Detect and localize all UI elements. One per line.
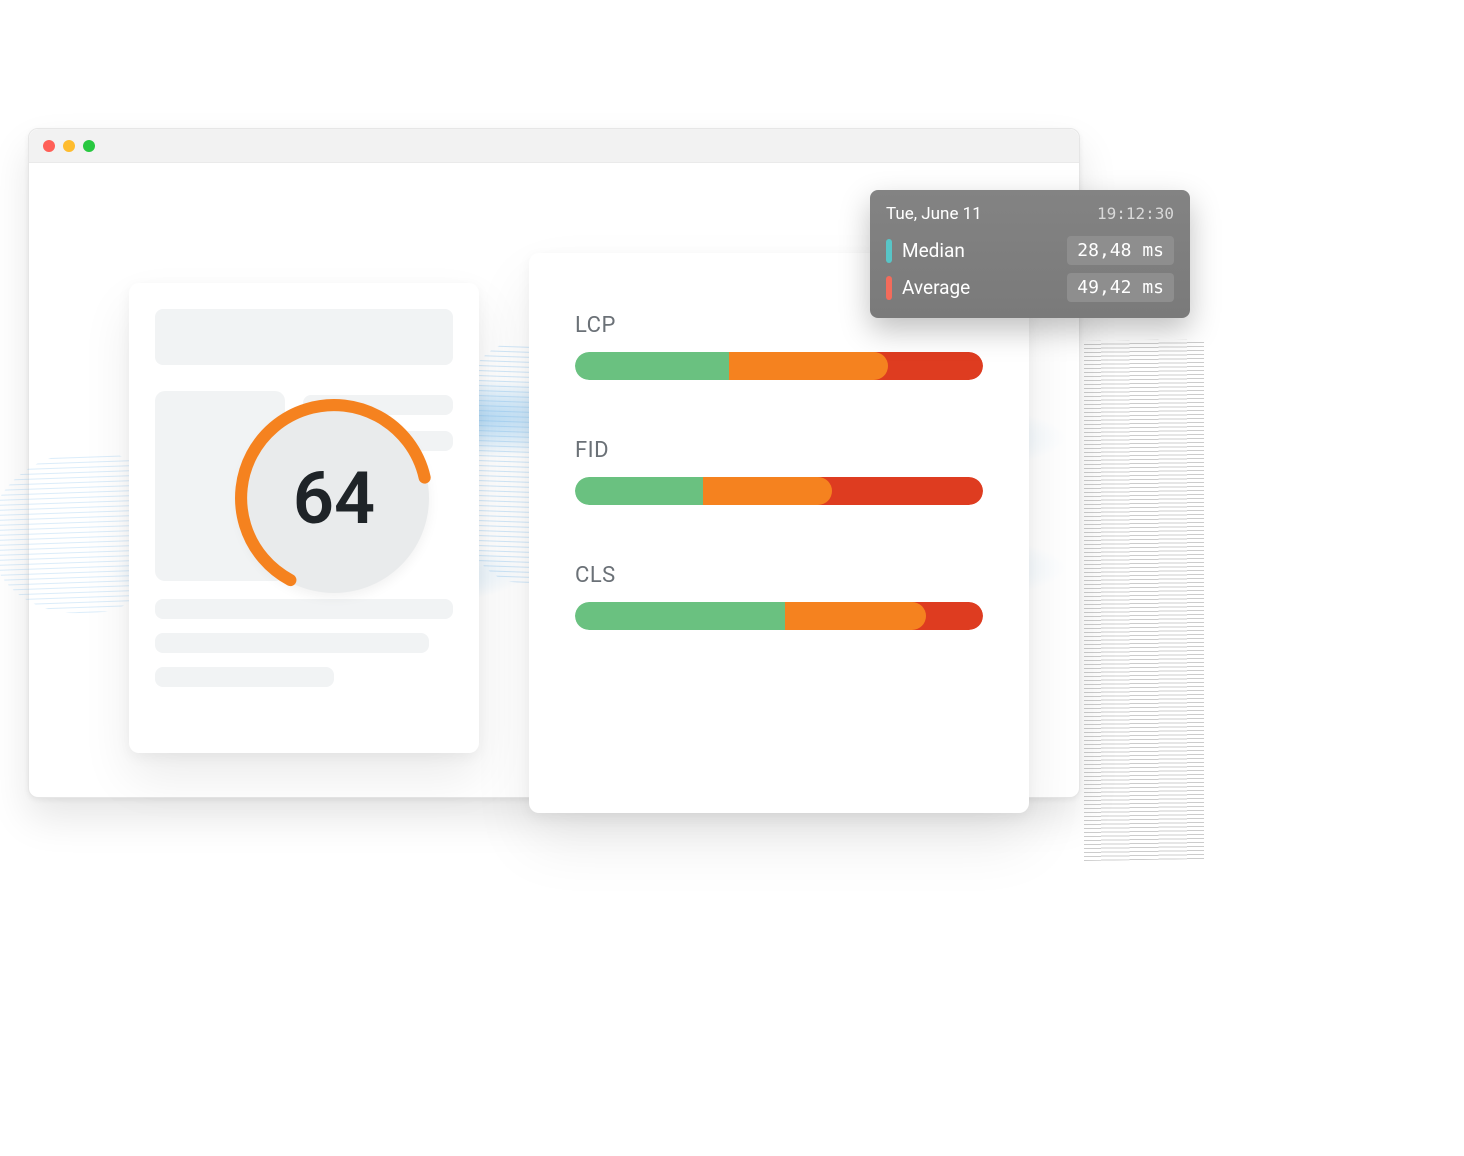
tooltip-row: Median 28,48 ms: [886, 236, 1174, 265]
skeleton-title: [155, 309, 453, 365]
metric-bar: [575, 352, 983, 380]
tooltip-header: Tue, June 11 19:12:30: [886, 204, 1174, 224]
metric-fid: FID: [575, 438, 983, 505]
segment-poor: [818, 477, 983, 505]
metric-label: FID: [575, 438, 983, 463]
tooltip-series-name: Average: [902, 276, 970, 299]
segment-needs-improvement: [715, 352, 888, 380]
zoom-icon[interactable]: [83, 140, 95, 152]
metrics-tooltip: Tue, June 11 19:12:30 Median 28,48 ms Aver…: [870, 190, 1190, 318]
metric-label: CLS: [575, 563, 983, 588]
metric-bar: [575, 602, 983, 630]
window-titlebar: [29, 129, 1079, 163]
skeleton-line: [155, 599, 453, 619]
metric-lcp: LCP: [575, 313, 983, 380]
tooltip-swatch-icon: [886, 276, 892, 300]
segment-good: [575, 602, 785, 630]
tooltip-series-name: Median: [902, 239, 965, 262]
tooltip-time: 19:12:30: [1097, 204, 1174, 223]
tooltip-row: Average 49,42 ms: [886, 273, 1174, 302]
tooltip-series-value: 49,42 ms: [1067, 273, 1174, 302]
skeleton-line: [155, 633, 429, 653]
performance-gauge: 64: [239, 403, 429, 593]
web-vitals-card: LCP FID CLS: [529, 253, 1029, 813]
tooltip-series-value: 28,48 ms: [1067, 236, 1174, 265]
skeleton-line: [155, 667, 334, 687]
segment-needs-improvement: [771, 602, 925, 630]
segment-good: [575, 352, 729, 380]
canvas: 64 LCP FID CLS Tue, June 11 19:12:30 Media…: [0, 0, 1464, 1156]
tooltip-row-left: Average: [886, 276, 970, 300]
segment-poor: [874, 352, 983, 380]
metric-cls: CLS: [575, 563, 983, 630]
segment-good: [575, 477, 703, 505]
minimize-icon[interactable]: [63, 140, 75, 152]
metric-bar: [575, 477, 983, 505]
gauge-score-value: 64: [293, 456, 375, 541]
segment-needs-improvement: [689, 477, 832, 505]
decorative-edge-lines: [1084, 339, 1204, 861]
tooltip-date: Tue, June 11: [886, 204, 982, 224]
close-icon[interactable]: [43, 140, 55, 152]
tooltip-swatch-icon: [886, 239, 892, 263]
tooltip-row-left: Median: [886, 239, 965, 263]
